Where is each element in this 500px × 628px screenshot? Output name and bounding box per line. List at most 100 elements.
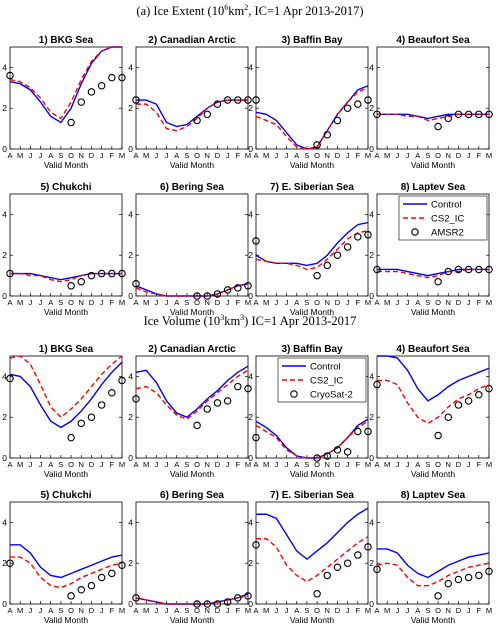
x-tick-label: A <box>374 298 379 307</box>
x-tick-label: A <box>7 151 12 160</box>
x-tick-label: N <box>205 298 210 307</box>
obs-marker <box>193 116 201 125</box>
x-tick-label: A <box>253 460 258 469</box>
obs-marker <box>364 427 372 436</box>
obs-marker <box>464 265 473 274</box>
panel-title: 8) Laptev Sea <box>401 490 466 501</box>
obs-marker <box>364 231 372 239</box>
obs-marker <box>67 118 75 127</box>
obs-marker <box>333 251 342 259</box>
x-tick-label: O <box>435 460 441 469</box>
y-tick-label: 4 <box>248 62 253 72</box>
y-tick-label: 4 <box>2 62 7 72</box>
x-tick-label: M <box>384 460 390 469</box>
x-axis-label: Valid Month <box>170 307 215 317</box>
x-tick-label: A <box>415 151 420 160</box>
obs-marker <box>434 277 442 286</box>
axes-box <box>9 355 123 459</box>
x-tick-label: A <box>374 606 379 615</box>
legend-label: Control <box>310 362 341 373</box>
x-tick-label: A <box>133 298 138 307</box>
obs-marker <box>464 573 473 582</box>
x-tick-label: J <box>395 606 399 615</box>
series-line-cs2-ic <box>255 230 369 271</box>
x-tick-label: A <box>7 606 12 615</box>
x-tick-label: M <box>143 151 149 160</box>
x-tick-label: O <box>314 606 320 615</box>
y-tick-label: 0 <box>128 291 133 301</box>
x-axis-label: Valid Month <box>170 160 215 170</box>
x-tick-label: A <box>253 151 258 160</box>
x-tick-label: J <box>346 298 350 307</box>
x-tick-label: M <box>119 460 125 469</box>
x-tick-label: M <box>263 606 269 615</box>
obs-marker <box>475 571 483 580</box>
obs-marker <box>252 541 260 549</box>
y-tick-label: 4 <box>248 371 253 381</box>
obs-marker <box>333 446 342 454</box>
obs-marker <box>77 98 86 106</box>
obs-marker <box>213 100 222 108</box>
series-line-cs2-ic <box>10 556 123 589</box>
x-tick-label: M <box>263 298 269 307</box>
y-tick-label: 4 <box>128 517 133 527</box>
obs-marker <box>252 96 260 104</box>
x-tick-label: O <box>435 298 441 307</box>
x-tick-label: J <box>165 151 169 160</box>
obs-marker <box>475 391 483 399</box>
x-tick-label: A <box>253 298 258 307</box>
x-tick-label: A <box>174 460 179 469</box>
obs-marker <box>193 292 201 300</box>
x-tick-label: D <box>215 460 221 469</box>
obs-marker <box>313 271 321 280</box>
obs-marker <box>444 579 453 588</box>
x-tick-label: M <box>365 460 371 469</box>
x-tick-label: J <box>467 606 471 615</box>
obs-marker <box>77 419 86 428</box>
x-tick-label: F <box>477 460 482 469</box>
x-tick-label: J <box>165 460 169 469</box>
y-tick-label: 2 <box>128 250 133 260</box>
obs-marker <box>323 261 332 270</box>
y-tick-label: 0 <box>369 291 374 301</box>
y-tick-label: 0 <box>2 291 7 301</box>
obs-marker <box>434 592 442 600</box>
x-axis-label: Valid Month <box>411 307 456 317</box>
x-tick-label: J <box>28 606 32 615</box>
obs-marker <box>203 110 212 119</box>
obs-marker <box>244 592 252 600</box>
x-tick-label: N <box>79 151 84 160</box>
x-tick-label: D <box>335 606 341 615</box>
obs-marker <box>6 559 14 567</box>
x-tick-label: A <box>7 460 12 469</box>
x-tick-label: M <box>119 298 125 307</box>
series-line-cs2-ic <box>9 355 123 419</box>
obs-marker <box>97 401 106 409</box>
legend-swatch-obs <box>411 228 419 236</box>
x-tick-label: M <box>263 151 269 160</box>
x-tick-label: M <box>486 460 492 469</box>
figure-title-ice-volume: Ice Volume (103km3) IC=1 Apr 2013-2017 <box>144 313 357 328</box>
x-tick-label: N <box>205 606 210 615</box>
obs-marker <box>485 110 493 119</box>
y-tick-label: 4 <box>248 209 253 219</box>
axes-box <box>9 501 123 605</box>
obs-marker <box>108 388 116 397</box>
axes-box <box>135 355 249 459</box>
obs-marker <box>6 374 14 383</box>
obs-marker <box>244 282 252 290</box>
x-tick-label: S <box>304 606 309 615</box>
x-tick-label: A <box>253 606 258 615</box>
figure-title-ice-extent: (a) Ice Extent (106km2, IC=1 Apr 2013-20… <box>136 3 363 18</box>
x-tick-label: D <box>335 460 341 469</box>
x-tick-label: D <box>215 298 221 307</box>
obs-marker <box>213 399 222 407</box>
x-tick-label: M <box>17 460 23 469</box>
x-tick-label: F <box>477 606 482 615</box>
obs-marker <box>323 571 332 580</box>
obs-marker <box>213 600 222 608</box>
